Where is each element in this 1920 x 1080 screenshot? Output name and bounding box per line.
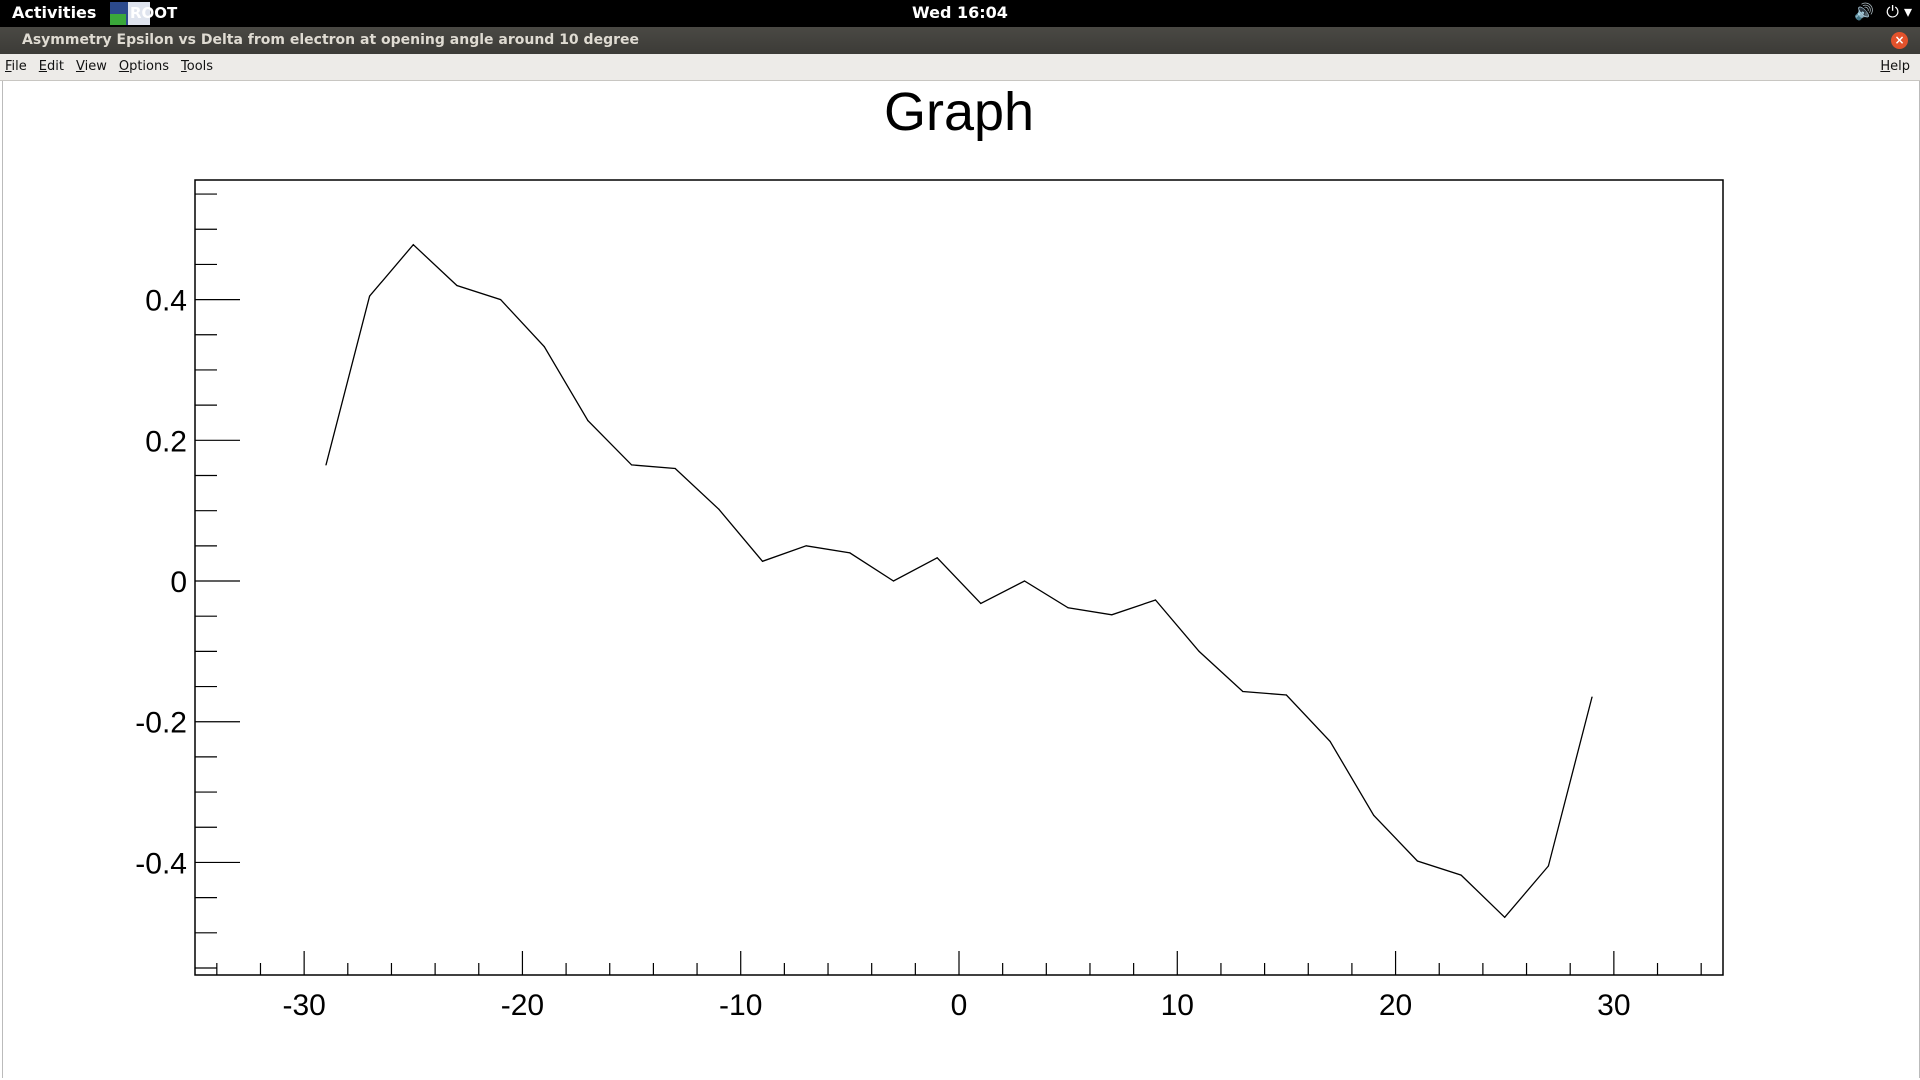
data-point (456, 284, 458, 287)
data-point (412, 244, 414, 246)
y-tick-label: 0 (170, 566, 187, 599)
series-line (325, 243, 1593, 919)
data-point (1198, 650, 1200, 652)
volume-icon[interactable]: 🔊 (1854, 2, 1875, 21)
menu-help[interactable]: Help (1880, 59, 1910, 74)
axis-labels: -30 -20 -10 0 10 20 30 -0.4 -0.2 0 0.2 0.4 (135, 285, 1630, 1022)
data-point (500, 299, 502, 301)
menu-tools[interactable]: Tools (181, 59, 214, 74)
top-bar: Activities ROOT ▾ Wed 16:04 🔊 ⏻ ▾ (0, 0, 1920, 40)
data-points (325, 244, 1593, 918)
menu-edit[interactable]: Edit (38, 59, 64, 74)
data-point (1154, 599, 1157, 601)
data-point (936, 557, 938, 559)
data-point (1067, 607, 1069, 609)
clock[interactable]: Wed 16:04 (912, 3, 1008, 22)
y-tick-label: -0.2 (135, 707, 187, 740)
menu-options[interactable]: Options (118, 59, 169, 74)
menu-file[interactable]: File (5, 59, 27, 74)
data-point (980, 602, 982, 605)
data-point (1591, 696, 1593, 698)
data-point (761, 560, 764, 562)
data-point (587, 420, 589, 422)
power-icon[interactable]: ⏻ ▾ (1886, 2, 1912, 21)
axis-ticks (195, 193, 1702, 975)
data-point (1242, 690, 1244, 693)
y-tick-label: 0.2 (145, 425, 187, 458)
data-point (543, 346, 545, 348)
x-tick-label: -10 (719, 989, 762, 1022)
data-point (1547, 865, 1549, 867)
data-point (325, 464, 327, 466)
x-tick-label: 10 (1161, 989, 1194, 1022)
x-tick-label: -20 (501, 989, 544, 1022)
menu-view[interactable]: View (75, 59, 107, 74)
data-point (1373, 814, 1375, 816)
x-tick-label: 30 (1597, 989, 1630, 1022)
data-point (849, 552, 851, 554)
x-tick-label: 0 (951, 989, 968, 1022)
data-point (718, 508, 720, 510)
plot-frame (194, 179, 1724, 976)
data-point (1416, 860, 1418, 862)
data-point (1285, 694, 1288, 696)
root-canvas[interactable]: Graph -30 -20 -10 0 10 20 30 -0.4 -0.2 0 0.2 0.4 (2, 81, 1920, 1078)
data-point (674, 467, 676, 470)
data-point (1023, 580, 1026, 582)
data-point (1111, 614, 1113, 616)
data-point (1460, 874, 1462, 876)
chart-title: Graph (884, 82, 1034, 142)
root-logo-icon (106, 0, 152, 27)
x-tick-label: -30 (282, 989, 325, 1022)
data-point (805, 545, 807, 547)
y-tick-label: 0.4 (145, 285, 187, 318)
menu-bar: File Edit View Options Tools Help (0, 54, 1920, 81)
y-tick-label: -0.4 (135, 847, 187, 880)
window-title: Asymmetry Epsilon vs Delta from electron… (22, 32, 639, 48)
system-tray[interactable]: 🔊 ⏻ ▾ (1854, 2, 1912, 22)
data-point (892, 580, 895, 582)
window-title-bar[interactable]: Asymmetry Epsilon vs Delta from electron… (0, 27, 1920, 54)
data-point (630, 464, 633, 466)
data-point (369, 295, 371, 297)
x-tick-label: 20 (1379, 989, 1412, 1022)
data-point (1504, 916, 1506, 918)
close-icon[interactable]: × (1891, 32, 1908, 49)
app-menu[interactable]: ROOT ▾ (106, 0, 177, 40)
data-point (1329, 740, 1331, 743)
graph-plot[interactable]: Graph -30 -20 -10 0 10 20 30 -0.4 -0.2 0 0.2 0.4 (3, 81, 1919, 1078)
activities-button[interactable]: Activities (12, 3, 97, 22)
